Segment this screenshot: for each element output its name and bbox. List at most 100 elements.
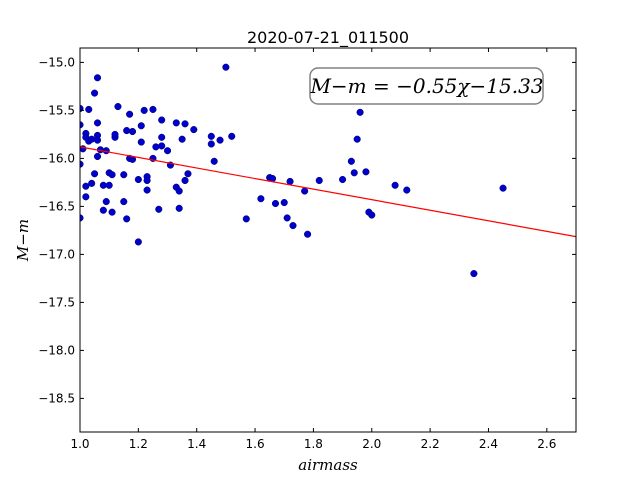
data-point	[91, 170, 99, 178]
data-point	[105, 181, 113, 189]
data-point	[108, 208, 116, 216]
data-point	[143, 186, 151, 194]
data-point	[403, 186, 411, 194]
data-point	[88, 179, 96, 187]
data-point	[368, 211, 376, 219]
y-tick-label: −17.0	[38, 247, 75, 261]
annotation-box	[309, 67, 544, 105]
y-tick-label: −15.0	[38, 55, 75, 69]
fit-line	[80, 146, 576, 238]
data-point	[271, 199, 280, 208]
data-point	[85, 105, 93, 113]
data-point	[137, 138, 145, 146]
data-point	[175, 187, 183, 195]
data-point	[82, 193, 90, 201]
data-point	[152, 143, 160, 151]
data-point	[356, 108, 364, 116]
y-tick-label: −17.5	[38, 295, 75, 309]
x-tick-label: 2.6	[537, 437, 556, 451]
y-tick-label: −16.0	[38, 151, 75, 165]
data-point	[286, 177, 294, 185]
data-point	[216, 136, 224, 144]
data-point	[114, 103, 122, 111]
data-point	[80, 160, 84, 168]
x-axis-label: airmass	[298, 456, 358, 474]
data-point	[137, 122, 145, 130]
data-point	[158, 133, 166, 141]
data-point	[93, 74, 102, 82]
y-axis-label: M−m	[14, 219, 32, 262]
data-point	[353, 135, 361, 143]
data-point	[155, 205, 163, 213]
data-point	[283, 214, 291, 222]
data-point	[207, 140, 215, 148]
annotation-text: M−m = −0.55χ−15.33	[309, 74, 543, 98]
data-point	[80, 214, 84, 222]
data-point	[228, 132, 236, 140]
data-point	[499, 184, 507, 192]
y-tick-label: −18.0	[38, 343, 75, 357]
x-tick-label: 2.4	[479, 437, 498, 451]
data-point	[158, 116, 166, 124]
y-tick-label: −15.5	[38, 103, 75, 117]
data-point	[362, 168, 370, 176]
data-point	[123, 127, 131, 135]
data-point	[190, 126, 198, 134]
data-point	[163, 147, 172, 155]
x-tick-label: 2.2	[421, 437, 440, 451]
data-point	[470, 270, 478, 278]
data-point	[93, 119, 102, 127]
plot-background	[80, 48, 576, 432]
data-point	[82, 182, 90, 190]
marks-layer	[80, 63, 576, 278]
data-point	[289, 222, 297, 230]
data-point	[175, 204, 183, 212]
data-point	[120, 198, 128, 206]
data-point	[80, 121, 84, 129]
data-point	[347, 157, 355, 165]
data-point	[172, 119, 180, 127]
data-point	[108, 171, 116, 179]
y-tick-label: −16.5	[38, 199, 75, 213]
data-point	[128, 127, 137, 136]
chart-title: 2020-07-21_011500	[247, 28, 409, 48]
data-point	[210, 157, 218, 165]
data-point	[134, 238, 142, 246]
x-tick-label: 2.0	[362, 437, 381, 451]
data-point	[257, 195, 265, 203]
x-tick-label: 1.0	[70, 437, 89, 451]
x-tick-label: 1.6	[246, 437, 265, 451]
data-point	[140, 106, 148, 114]
data-point	[178, 135, 186, 143]
data-point	[111, 130, 119, 138]
data-point	[304, 230, 312, 238]
data-point	[88, 135, 96, 143]
data-point	[181, 120, 189, 128]
data-point	[207, 132, 215, 140]
x-axis: 1.0 1.2 1.4 1.6 1.8 2.0 2.2 2.4 2.6	[70, 48, 556, 451]
plot-frame	[79, 47, 577, 433]
equation-annotation: M−m = −0.55χ−15.33	[309, 67, 544, 105]
data-point	[123, 215, 131, 223]
data-point	[120, 171, 128, 179]
x-tick-label: 1.8	[304, 437, 323, 451]
data-point	[280, 199, 288, 207]
y-axis: −15.0 −15.5 −16.0 −16.5 −17.0 −17.5 −18.0 −18.5	[38, 55, 576, 405]
data-point	[149, 105, 157, 113]
data-point	[301, 187, 309, 195]
data-point	[350, 169, 358, 177]
data-point	[315, 176, 323, 185]
data-point	[143, 176, 151, 185]
data-point	[391, 181, 399, 189]
x-tick-label: 1.4	[187, 437, 206, 451]
data-point	[93, 152, 102, 161]
data-point	[102, 198, 110, 206]
data-point	[134, 175, 142, 184]
y-tick-label: −18.5	[38, 391, 75, 405]
x-tick-label: 1.2	[129, 437, 148, 451]
data-point	[126, 110, 134, 118]
data-point	[99, 206, 107, 214]
data-point	[158, 142, 166, 150]
data-point	[242, 215, 250, 223]
